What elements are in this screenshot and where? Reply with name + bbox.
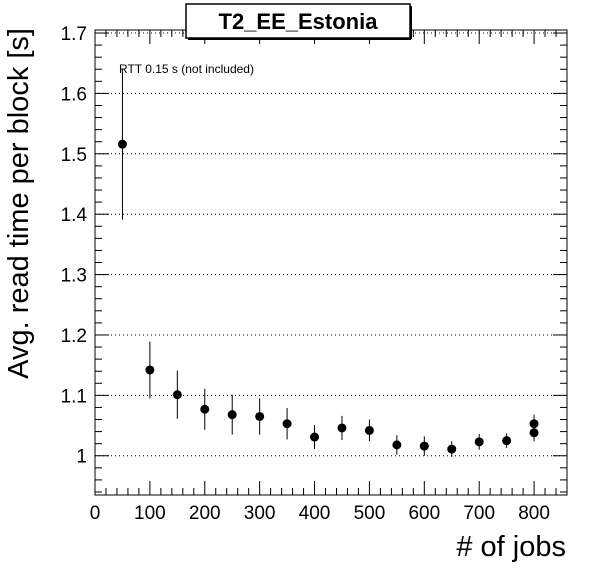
y-tick-label: 1.2 bbox=[61, 326, 87, 347]
data-point bbox=[227, 410, 237, 420]
data-point bbox=[529, 428, 539, 438]
x-axis-title: # of jobs bbox=[456, 531, 566, 563]
data-point bbox=[529, 419, 539, 429]
y-tick-label: 1.3 bbox=[61, 266, 87, 287]
plot-frame bbox=[94, 29, 568, 496]
y-tick-label: 1.1 bbox=[61, 386, 87, 407]
x-tick-label: 500 bbox=[354, 503, 386, 524]
x-tick-label: 0 bbox=[90, 503, 101, 524]
data-point bbox=[310, 432, 320, 442]
y-tick-label: 1.5 bbox=[61, 145, 87, 166]
label-layer: 0 100 200 300 400 500 600 700 800 1 1.1 1.2 1.3 1.4 1.… bbox=[61, 24, 550, 524]
annotation-text: RTT 0.15 s (not included) bbox=[119, 62, 254, 76]
data-point bbox=[255, 411, 265, 421]
data-point bbox=[282, 419, 292, 429]
data-point bbox=[419, 441, 429, 451]
x-tick-label: 200 bbox=[189, 503, 221, 524]
y-tick-label: 1 bbox=[76, 447, 87, 468]
x-tick-label: 600 bbox=[408, 503, 440, 524]
x-tick-label: 100 bbox=[134, 503, 166, 524]
y-tick-label: 1.7 bbox=[61, 24, 87, 45]
chart-title: T2_EE_Estonia bbox=[219, 9, 379, 34]
y-axis-title: Avg. read time per block [s] bbox=[3, 28, 35, 379]
data-point bbox=[337, 423, 347, 433]
y-tick-label: 1.6 bbox=[61, 84, 87, 105]
grid-layer bbox=[95, 32, 567, 457]
x-tick-label: 300 bbox=[244, 503, 276, 524]
y-tick-label: 1.4 bbox=[61, 205, 88, 226]
x-tick-label: 800 bbox=[518, 503, 550, 524]
data-point bbox=[502, 436, 512, 446]
x-tick-label: 700 bbox=[463, 503, 495, 524]
data-point bbox=[145, 365, 155, 375]
data-point bbox=[200, 404, 210, 414]
data-point bbox=[364, 425, 374, 435]
x-tick-label: 400 bbox=[299, 503, 331, 524]
data-point bbox=[392, 440, 402, 450]
data-point bbox=[117, 139, 127, 149]
data-point bbox=[172, 390, 182, 400]
data-layer bbox=[117, 68, 539, 457]
data-point bbox=[474, 437, 484, 447]
data-point bbox=[447, 444, 457, 454]
tick-layer bbox=[94, 30, 568, 495]
